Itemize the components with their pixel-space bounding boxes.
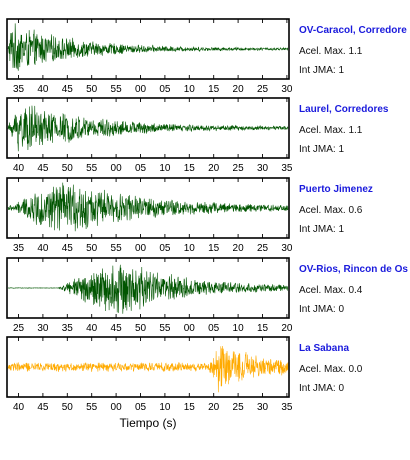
x-tick-label: 10 xyxy=(184,243,196,254)
x-tick-label: 15 xyxy=(257,323,269,334)
x-tick-label: 40 xyxy=(86,323,98,334)
x-tick-label: 35 xyxy=(281,402,293,413)
x-tick-label: 05 xyxy=(135,402,147,413)
int-jma-label: Int JMA: 1 xyxy=(299,144,344,155)
seismogram-panel: 25 30 35 40 45 50 55 00 05 10 15 20 OV-Rios, Rincon … xyxy=(6,257,408,334)
station-name: Puerto Jimenez xyxy=(299,184,373,195)
x-tick-label: 55 xyxy=(111,243,123,254)
x-tick-label: 50 xyxy=(86,243,98,254)
station-name: La Sabana xyxy=(299,343,349,354)
x-tick-label: 25 xyxy=(257,243,269,254)
panel-frame xyxy=(6,177,290,239)
x-tick-label: 45 xyxy=(62,84,74,95)
panel-frame xyxy=(6,97,290,159)
x-tick-label: 10 xyxy=(159,402,171,413)
x-tick-label: 50 xyxy=(135,323,147,334)
x-tick-label: 45 xyxy=(37,163,49,174)
acel-max-label: Acel. Max. 0.4 xyxy=(299,285,363,296)
x-tick-label: 20 xyxy=(233,243,245,254)
x-tick-label: 00 xyxy=(111,163,123,174)
seismogram-panels: 35 40 45 50 55 00 05 10 15 20 25 30 OV-Caracol, Corr… xyxy=(6,18,408,413)
x-tick-label: 40 xyxy=(13,402,25,413)
seismogram-panel: 35 40 45 50 55 00 05 10 15 20 25 30 OV-Caracol, Corr… xyxy=(6,18,407,95)
x-tick-label: 00 xyxy=(135,243,147,254)
x-tick-label: 45 xyxy=(62,243,74,254)
x-tick-label: 30 xyxy=(281,243,293,254)
acel-max-label: Acel. Max. 0.6 xyxy=(299,205,363,216)
x-tick-label: 10 xyxy=(184,84,196,95)
waveform-trace xyxy=(7,23,289,71)
x-tick-label: 20 xyxy=(208,402,220,413)
x-tick-label: 15 xyxy=(208,84,220,95)
x-tick-label: 10 xyxy=(233,323,245,334)
x-tick-label: 15 xyxy=(208,243,220,254)
x-tick-label: 35 xyxy=(13,84,25,95)
x-tick-label: 35 xyxy=(13,243,25,254)
x-tick-label: 55 xyxy=(111,84,123,95)
x-tick-label: 30 xyxy=(257,163,269,174)
x-tick-label: 25 xyxy=(257,84,269,95)
station-name: OV-Rios, Rincon de Os xyxy=(299,264,408,275)
panel-frame xyxy=(6,18,290,80)
x-tick-label: 05 xyxy=(208,323,220,334)
acel-max-label: Acel. Max. 1.1 xyxy=(299,125,363,136)
x-tick-label: 30 xyxy=(257,402,269,413)
x-tick-label: 15 xyxy=(184,163,196,174)
int-jma-label: Int JMA: 0 xyxy=(299,383,344,394)
station-name: OV-Caracol, Corredore xyxy=(299,25,407,36)
x-tick-label: 55 xyxy=(86,163,98,174)
acel-max-label: Acel. Max. 1.1 xyxy=(299,46,363,57)
waveform-trace xyxy=(7,182,289,232)
x-tick-label: 40 xyxy=(37,84,49,95)
x-tick-label: 55 xyxy=(86,402,98,413)
seismogram-panel: 40 45 50 55 00 05 10 15 20 25 30 35 La Sabana Acel. M… xyxy=(6,336,363,413)
x-tick-label: 05 xyxy=(159,243,171,254)
x-tick-label: 20 xyxy=(208,163,220,174)
x-tick-label: 30 xyxy=(37,323,49,334)
x-tick-label: 35 xyxy=(62,323,74,334)
x-tick-label: 45 xyxy=(111,323,123,334)
x-tick-label: 10 xyxy=(159,163,171,174)
int-jma-label: Int JMA: 1 xyxy=(299,65,344,76)
int-jma-label: Int JMA: 0 xyxy=(299,304,344,315)
x-tick-label: 25 xyxy=(233,402,245,413)
waveform-trace xyxy=(7,345,289,393)
x-tick-label: 30 xyxy=(281,84,293,95)
x-tick-label: 00 xyxy=(111,402,123,413)
x-tick-label: 25 xyxy=(233,163,245,174)
x-tick-label: 40 xyxy=(37,243,49,254)
panel-frame xyxy=(6,336,290,398)
panel-frame xyxy=(6,257,290,319)
x-tick-label: 20 xyxy=(281,323,293,334)
x-tick-label: 50 xyxy=(86,84,98,95)
x-tick-label: 40 xyxy=(13,163,25,174)
x-tick-label: 55 xyxy=(159,323,171,334)
x-tick-label: 50 xyxy=(62,402,74,413)
waveform-trace xyxy=(7,264,289,314)
x-tick-label: 15 xyxy=(184,402,196,413)
seismogram-panel: 35 40 45 50 55 00 05 10 15 20 25 30 Puerto Jimenez Ac… xyxy=(6,177,373,254)
station-name: Laurel, Corredores xyxy=(299,104,389,115)
x-tick-label: 05 xyxy=(135,163,147,174)
x-tick-label: 45 xyxy=(37,402,49,413)
x-tick-label: 25 xyxy=(13,323,25,334)
int-jma-label: Int JMA: 1 xyxy=(299,224,344,235)
waveform-trace xyxy=(7,105,289,152)
acel-max-label: Acel. Max. 0.0 xyxy=(299,364,363,375)
x-tick-label: 00 xyxy=(135,84,147,95)
x-axis-title: Tiempo (s) xyxy=(120,416,177,430)
x-tick-label: 00 xyxy=(184,323,196,334)
x-tick-label: 50 xyxy=(62,163,74,174)
x-tick-label: 35 xyxy=(281,163,293,174)
x-tick-label: 05 xyxy=(159,84,171,95)
x-tick-label: 20 xyxy=(233,84,245,95)
seismogram-panel: 40 45 50 55 00 05 10 15 20 25 30 35 Laurel, Corredor… xyxy=(6,97,389,174)
